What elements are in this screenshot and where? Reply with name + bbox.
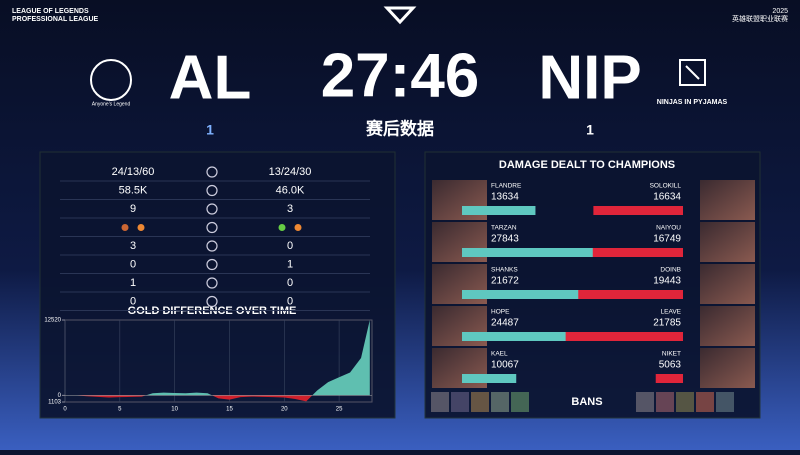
- damage-value: 21785: [653, 318, 681, 329]
- damage-value: 24487: [491, 318, 519, 329]
- stat-icon: [206, 166, 218, 178]
- al-logo-text: Anyone's Legend: [92, 101, 131, 107]
- subtitle: 赛后数据: [365, 118, 434, 138]
- x-tick-label: 15: [226, 407, 233, 413]
- damage-bar: [655, 374, 683, 383]
- player-name: DOINB: [660, 267, 681, 274]
- damage-value: 19443: [653, 276, 681, 287]
- player-name: SOLOKILL: [650, 183, 682, 190]
- player-name: TARZAN: [491, 225, 517, 232]
- bans-left: [431, 392, 529, 412]
- damage-bar: [593, 206, 683, 215]
- stat-value: 24/13/60: [112, 166, 155, 178]
- al-logo: [90, 59, 132, 101]
- bans-right: [636, 392, 734, 412]
- damage-value: 10067: [491, 360, 519, 371]
- stat-icon: [206, 258, 218, 271]
- year: 2025: [772, 8, 788, 15]
- stat-value: 9: [130, 203, 136, 215]
- right-score: 1: [586, 122, 594, 138]
- stat-icon: [206, 277, 218, 289]
- left-team-name: AL: [169, 43, 252, 112]
- damage-bar: [462, 206, 536, 215]
- champion-portrait: [700, 306, 755, 346]
- champion-portrait: [700, 222, 755, 262]
- stat-value: 13/24/30: [269, 166, 312, 178]
- player-name: NAIYOU: [656, 225, 681, 232]
- player-name: FLANDRE: [491, 183, 522, 190]
- damage-value: 16634: [653, 192, 681, 203]
- damage-value: 21672: [491, 276, 519, 287]
- stat-icon: [206, 221, 218, 234]
- nip-logo: [679, 59, 706, 86]
- damage-bar: [462, 332, 594, 341]
- damage-bar: [578, 290, 683, 299]
- x-tick-label: 5: [118, 407, 122, 413]
- dragon-icon: [294, 224, 302, 231]
- stat-value: 0: [287, 277, 293, 289]
- damage-bar: [592, 248, 683, 257]
- damage-bar: [462, 248, 612, 257]
- damage-value: 13634: [491, 192, 519, 203]
- damage-bar: [565, 332, 683, 341]
- stat-icon: [206, 184, 218, 197]
- x-tick-label: 25: [336, 407, 343, 413]
- champion-portrait: [700, 348, 755, 388]
- gold-area: [65, 320, 370, 402]
- league-logo: [383, 6, 417, 25]
- stat-icon: [206, 295, 218, 308]
- stat-icon: [206, 240, 218, 252]
- dragon-icon: [278, 224, 286, 231]
- nip-logo-text: NINJAS IN PYJAMAS: [657, 99, 728, 106]
- stat-icon: [206, 203, 218, 215]
- stats-panel: [39, 151, 396, 419]
- stat-value: 46.0K: [276, 184, 305, 196]
- y-tick-label: 0: [58, 393, 62, 399]
- league-cn: 英雄联盟职业联赛: [732, 14, 788, 23]
- dragon-icon: [121, 224, 129, 231]
- stat-value: 58.5K: [119, 184, 148, 196]
- stat-value: 0: [130, 258, 136, 270]
- player-name: HOPE: [491, 309, 510, 316]
- champion-portrait: [700, 264, 755, 304]
- x-tick-label: 0: [63, 407, 67, 413]
- stat-value: 1: [287, 258, 293, 270]
- player-name: LEAVE: [661, 309, 682, 316]
- stat-value: 3: [287, 203, 293, 215]
- left-score: 1: [206, 122, 214, 138]
- league-line2: PROFESSIONAL LEAGUE: [12, 16, 99, 23]
- champion-portrait: [700, 180, 755, 220]
- right-team-name: NIP: [538, 43, 641, 112]
- damage-value: 5063: [659, 360, 682, 371]
- stat-value: 0: [287, 295, 293, 307]
- damage-value: 16749: [653, 234, 681, 245]
- damage-title: DAMAGE DEALT TO CHAMPIONS: [499, 159, 675, 171]
- damage-value: 27843: [491, 234, 519, 245]
- stat-value: 3: [130, 240, 136, 252]
- x-tick-label: 20: [281, 407, 288, 413]
- y-tick-label: 1103: [48, 400, 62, 406]
- stat-value: 0: [130, 295, 136, 307]
- player-name: SHANKS: [491, 267, 518, 274]
- player-name: KAEL: [491, 351, 508, 358]
- dragon-icon: [137, 224, 145, 231]
- player-name: NIKET: [662, 351, 681, 358]
- bans-label: BANS: [571, 396, 602, 408]
- stat-value: 0: [287, 240, 293, 252]
- x-tick-label: 10: [171, 407, 178, 413]
- league-line1: LEAGUE OF LEGENDS: [12, 8, 89, 15]
- stat-value: 1: [130, 277, 136, 289]
- game-time: 27:46: [321, 41, 480, 110]
- damage-bar: [462, 374, 517, 383]
- damage-bar: [462, 290, 579, 299]
- y-tick-label: 12520: [44, 318, 61, 324]
